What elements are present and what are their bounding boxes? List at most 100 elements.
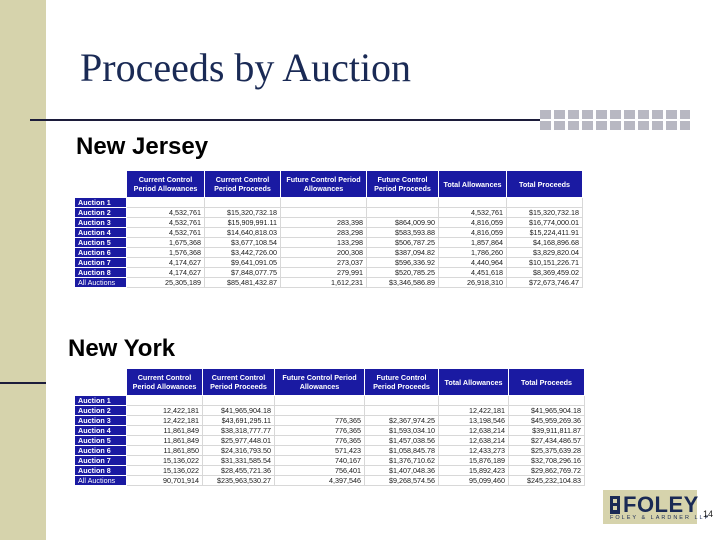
row-label: Auction 4 [74, 227, 127, 238]
table-row: Auction 2 12,422,181 $41,965,904.18 12,422,… [74, 405, 585, 416]
logo-name: FOLEY [623, 492, 699, 517]
table-cell: $1,457,038.56 [364, 435, 439, 446]
table-cell: 12,422,181 [438, 405, 509, 416]
new-jersey-table: Current Control Period Allowances Curren… [74, 170, 583, 288]
table-cell: 95,099,460 [438, 475, 509, 486]
column-header: Total Proceeds [508, 368, 585, 396]
table-cell: $25,977,448.01 [202, 435, 275, 446]
column-header: Current Control Period Allowances [126, 368, 203, 396]
table-cell [364, 405, 439, 416]
table-cell: 1,576,368 [126, 247, 205, 258]
table-cell: $1,593,034.10 [364, 425, 439, 436]
table-cell: 776,365 [274, 415, 365, 426]
foley-logo: FOLEY FOLEY & LARDNER LLP [603, 490, 708, 524]
row-label: Auction 1 [74, 395, 127, 406]
table-cell: $29,862,769.72 [508, 465, 585, 476]
table-cell [280, 197, 367, 208]
row-label: Auction 6 [74, 247, 127, 258]
table-cell: $15,909,991.11 [204, 217, 281, 228]
table-cell: 25,305,189 [126, 277, 205, 288]
table-cell: $3,346,586.89 [366, 277, 439, 288]
new-jersey-heading: New Jersey [76, 133, 209, 160]
table-cell: 26,918,310 [438, 277, 507, 288]
table-row: Auction 5 11,861,849 $25,977,448.01 776,365… [74, 435, 585, 446]
table-row: All Auctions 25,305,189 $85,481,432.87 1,61… [74, 277, 583, 288]
table-cell: 12,638,214 [438, 435, 509, 446]
table-cell: 4,451,618 [438, 267, 507, 278]
table-cell: $1,407,048.36 [364, 465, 439, 476]
table-body: Auction 1 Auction 2 4,532,761 $15,320,732.1… [74, 197, 583, 288]
table-cell: 1,612,231 [280, 277, 367, 288]
table-cell: $1,376,710.62 [364, 455, 439, 466]
table-cell [364, 395, 439, 406]
table-cell: 4,532,761 [126, 217, 205, 228]
row-label: Auction 4 [74, 425, 127, 436]
table-cell: $32,708,296.16 [508, 455, 585, 466]
table-cell: $864,009.90 [366, 217, 439, 228]
table-cell: $3,677,108.54 [204, 237, 281, 248]
row-label: Auction 1 [74, 197, 127, 208]
table-header-row: Current Control Period Allowances Curren… [74, 368, 585, 396]
table-cell: 200,308 [280, 247, 367, 258]
table-cell: 133,298 [280, 237, 367, 248]
title-rule-blocks [540, 110, 690, 130]
table-cell: $8,369,459.02 [506, 267, 583, 278]
table-cell: $27,434,486.57 [508, 435, 585, 446]
table-cell [126, 197, 205, 208]
row-label: Auction 3 [74, 415, 127, 426]
table-cell [438, 197, 507, 208]
table-row: Auction 3 4,532,761 $15,909,991.11 283,398 $… [74, 217, 583, 228]
table-cell: $245,232,104.83 [508, 475, 585, 486]
table-cell: 571,423 [274, 445, 365, 456]
table-row: Auction 6 11,861,850 $24,316,793.50 571,423… [74, 445, 585, 456]
table-cell: 4,532,761 [438, 207, 507, 218]
table-cell: 15,136,022 [126, 455, 203, 466]
table-cell: 1,675,368 [126, 237, 205, 248]
column-header: Current Control Period Allowances [126, 170, 205, 198]
table-header-row: Current Control Period Allowances Curren… [74, 170, 583, 198]
row-label: All Auctions [74, 277, 127, 288]
table-cell: 90,701,914 [126, 475, 203, 486]
table-cell: $520,785.25 [366, 267, 439, 278]
table-cell: $41,965,904.18 [508, 405, 585, 416]
page-number: 14 [703, 509, 714, 519]
table-cell: 283,398 [280, 217, 367, 228]
table-cell: 740,167 [274, 455, 365, 466]
table-cell: $15,320,732.18 [506, 207, 583, 218]
table-cell [506, 197, 583, 208]
table-cell: 776,365 [274, 425, 365, 436]
table-cell: 279,991 [280, 267, 367, 278]
table-cell: 11,861,849 [126, 425, 203, 436]
table-cell: $15,320,732.18 [204, 207, 281, 218]
column-header: Future Control Period Allowances [280, 170, 367, 198]
table-cell: $387,094.82 [366, 247, 439, 258]
left-accent-bar [0, 0, 46, 540]
new-york-heading: New York [68, 335, 176, 362]
table-row: Auction 8 15,136,022 $28,455,721.36 756,401… [74, 465, 585, 476]
table-cell: 1,857,864 [438, 237, 507, 248]
table-cell: $25,375,639.28 [508, 445, 585, 456]
table-cell: $85,481,432.87 [204, 277, 281, 288]
table-cell: 12,422,181 [126, 405, 203, 416]
table-cell: 15,892,423 [438, 465, 509, 476]
column-header: Future Control Period Proceeds [364, 368, 439, 396]
table-cell: $235,963,530.27 [202, 475, 275, 486]
row-label: All Auctions [74, 475, 127, 486]
table-cell: 273,037 [280, 257, 367, 268]
row-label: Auction 3 [74, 217, 127, 228]
table-row: Auction 7 4,174,627 $9,641,091.05 273,037 $5… [74, 257, 583, 268]
table-cell: $45,959,269.36 [508, 415, 585, 426]
logo-subtitle: FOLEY & LARDNER LLP [610, 515, 711, 521]
table-cell: 756,401 [274, 465, 365, 476]
table-cell: 4,397,546 [274, 475, 365, 486]
table-cell: $506,787.25 [366, 237, 439, 248]
table-cell: $14,640,818.03 [204, 227, 281, 238]
table-cell [366, 197, 439, 208]
table-cell: $15,224,411.91 [506, 227, 583, 238]
table-cell: $43,691,295.11 [202, 415, 275, 426]
table-cell: 12,433,273 [438, 445, 509, 456]
table-cell [366, 207, 439, 218]
table-cell: 1,786,260 [438, 247, 507, 258]
table-body: Auction 1 Auction 2 12,422,181 $41,965,904.… [74, 395, 585, 486]
table-cell [508, 395, 585, 406]
